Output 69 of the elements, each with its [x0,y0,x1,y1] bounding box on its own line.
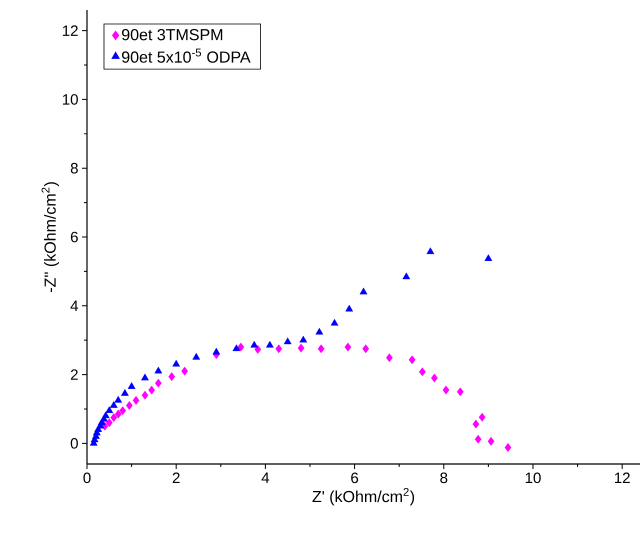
point [110,413,118,422]
point [330,318,338,326]
point [181,366,188,376]
point [284,338,292,344]
point [114,396,122,403]
y-tick-label: 10 [62,94,78,105]
y-tick-label: 0 [70,438,78,449]
point [114,410,122,419]
point [142,390,148,400]
point [318,344,324,354]
point [488,436,494,446]
point [192,352,200,360]
point [474,434,482,444]
y-axis-title: -Z'' (kOhm/cm$^{2}$) [42,182,59,292]
y-tick-label: 2 [70,369,78,380]
point [456,387,464,396]
point [478,412,486,422]
point [119,406,126,416]
point [362,344,370,354]
point [472,420,480,428]
x-tick-label: 10 [526,472,541,484]
point [431,374,438,382]
point [106,418,113,428]
point [154,366,162,374]
point [345,304,354,312]
point [426,247,434,254]
x-tick-label: 4 [262,472,270,483]
y-tick-label: 8 [70,162,78,174]
y-tick-label: 12 [62,25,78,36]
y-tick-label: 6 [70,232,78,242]
point [402,272,410,280]
point [275,344,282,354]
x-axis-title: Z' (kOhm/cm$^{2}$) [312,488,414,506]
point [102,411,110,418]
x-tick-label: 8 [440,472,448,484]
x-tick-label: 12 [614,472,630,483]
point [148,386,156,394]
point [168,372,176,382]
point [442,386,450,394]
x-tick-label: 6 [351,472,358,484]
point [141,374,149,380]
point [128,382,136,389]
point [316,328,324,335]
x-tick-label: 2 [172,472,180,483]
point [121,389,129,396]
point [155,378,162,388]
point [105,406,114,413]
y-tick-label: 4 [70,300,78,311]
point [360,288,368,294]
point [386,353,393,362]
point [132,396,140,405]
point [298,344,304,352]
point [484,254,492,261]
legend-label: 90et 5x10$^{-5}$ ODPA [122,48,251,63]
point [408,355,416,364]
point [344,342,352,352]
point [250,340,258,348]
point [299,336,308,342]
point [172,360,180,367]
point [504,443,512,452]
legend-label: 90et 3TMSPM [122,29,222,40]
point [266,340,274,348]
point [126,401,133,410]
x-tick-label: 0 [83,472,91,484]
point [212,348,220,355]
point [232,344,240,352]
point [238,342,244,352]
point [110,401,118,408]
point [419,367,426,376]
